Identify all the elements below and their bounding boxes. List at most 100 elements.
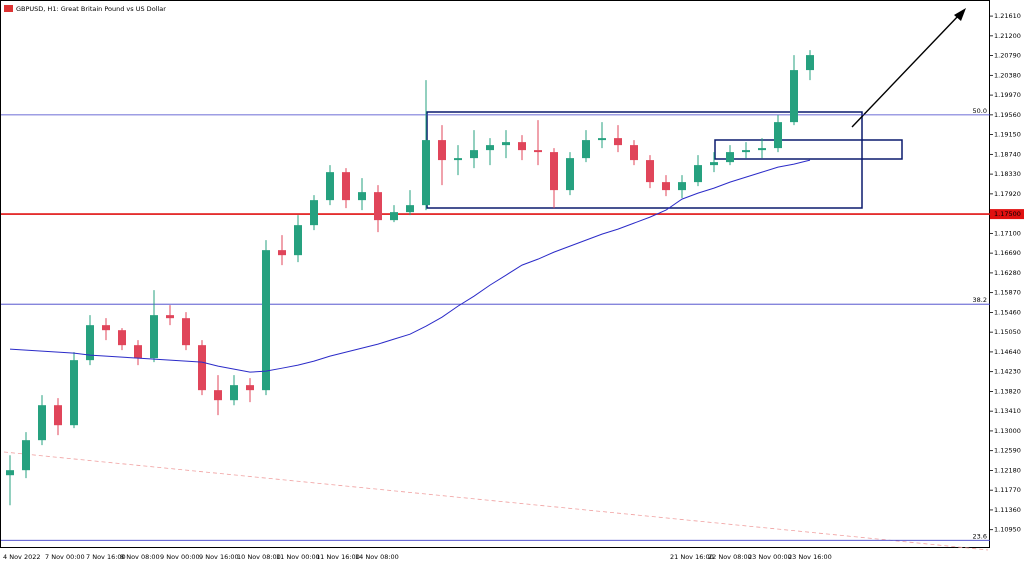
y-tick-label: 1.21610: [994, 12, 1021, 20]
breakout-box: [714, 139, 903, 160]
candle-body: [646, 160, 654, 183]
y-tick-label: 1.19970: [994, 91, 1021, 99]
chart-title: GBPUSD, H1: Great Britain Pound vs US Do…: [16, 5, 166, 13]
y-tick-label: 1.16690: [994, 249, 1021, 257]
y-tick-label: 1.10950: [994, 526, 1021, 534]
candle-body: [678, 182, 686, 191]
y-tick-label: 1.11360: [994, 506, 1021, 514]
candle-body: [422, 140, 430, 206]
candle-body: [278, 250, 286, 256]
x-tick-label: 21 Nov 16:00: [670, 553, 714, 561]
y-tick-label: 1.13000: [994, 427, 1021, 435]
y-tick-label: 1.12590: [994, 447, 1021, 455]
candle-body: [246, 385, 254, 391]
price-label-box: [990, 209, 1024, 220]
fib-label: 23.6: [973, 532, 987, 540]
candle-body: [214, 390, 222, 401]
candle-body: [102, 325, 110, 331]
candle-body: [502, 142, 510, 146]
y-tick-label: 1.19150: [994, 131, 1021, 139]
x-tick-label: 11 Nov 00:00: [276, 553, 320, 561]
y-tick-label: 1.15460: [994, 308, 1021, 316]
candle-body: [166, 315, 174, 319]
candle-body: [614, 138, 622, 146]
candle-body: [518, 142, 526, 151]
price-label: 1.17500: [994, 210, 1021, 218]
y-tick-label: 1.20380: [994, 71, 1021, 79]
moving-average: [9, 159, 811, 373]
y-tick-label: 1.16280: [994, 269, 1021, 277]
candle-body: [454, 158, 462, 161]
x-tick-label: 9 Nov 16:00: [199, 553, 239, 561]
candle-body: [134, 345, 142, 359]
candle-body: [726, 152, 734, 163]
candle-body: [742, 150, 750, 153]
candle-body: [70, 360, 78, 426]
candle-body: [6, 470, 14, 476]
x-tick-label: 4 Nov 2022: [3, 553, 41, 561]
x-tick-label: 22 Nov 08:00: [708, 553, 752, 561]
x-tick-label: 23 Nov 16:00: [788, 553, 832, 561]
candle-body: [406, 205, 414, 213]
y-tick-label: 1.21200: [994, 32, 1021, 40]
fib-label: 38.2: [973, 296, 987, 304]
y-tick-label: 1.11770: [994, 486, 1021, 494]
candle-body: [598, 138, 606, 141]
candle-body: [758, 148, 766, 151]
candle-body: [550, 152, 558, 191]
candle-body: [534, 150, 542, 153]
candle-body: [22, 440, 30, 471]
candle-body: [694, 165, 702, 183]
candle-body: [310, 200, 318, 226]
y-tick-label: 1.17920: [994, 190, 1021, 198]
symbol-icon: [4, 5, 13, 12]
candle-body: [358, 192, 366, 201]
x-tick-label: 10 Nov 08:00: [237, 553, 281, 561]
x-tick-label: 8 Nov 08:00: [120, 553, 160, 561]
candle-body: [198, 345, 206, 391]
y-tick-label: 1.18330: [994, 170, 1021, 178]
candle-body: [774, 122, 782, 149]
candle-body: [582, 140, 590, 159]
candle-body: [150, 315, 158, 359]
y-tick-label: 1.19560: [994, 111, 1021, 119]
candle-body: [294, 225, 302, 256]
candle-body: [486, 145, 494, 151]
candle-body: [806, 55, 814, 71]
y-tick-label: 1.13820: [994, 387, 1021, 395]
candle-body: [54, 405, 62, 426]
y-tick-label: 1.20790: [994, 52, 1021, 60]
candle-body: [662, 182, 670, 191]
candle-body: [38, 405, 46, 441]
candle-body: [262, 250, 270, 391]
plot-frame: [0, 0, 990, 548]
x-tick-label: 9 Nov 00:00: [160, 553, 200, 561]
candle-body: [438, 140, 446, 161]
candle-body: [326, 172, 334, 201]
x-tick-label: 7 Nov 00:00: [45, 553, 85, 561]
y-tick-label: 1.17100: [994, 229, 1021, 237]
y-tick-label: 1.12180: [994, 466, 1021, 474]
x-tick-label: 11 Nov 16:00: [316, 553, 360, 561]
candle-body: [182, 318, 190, 346]
y-tick-label: 1.15050: [994, 328, 1021, 336]
candle-body: [566, 158, 574, 191]
y-tick-label: 1.14230: [994, 368, 1021, 376]
trend-line: [3, 451, 989, 551]
candle-body: [86, 325, 94, 361]
arrow-line: [851, 13, 961, 128]
candle-body: [390, 212, 398, 221]
candle-body: [342, 172, 350, 201]
x-tick-label: 23 Nov 00:00: [748, 553, 792, 561]
fib-label: 50.0: [973, 107, 987, 115]
x-tick-label: 14 Nov 08:00: [355, 553, 399, 561]
y-tick-label: 1.13410: [994, 407, 1021, 415]
arrow-head: [954, 8, 966, 21]
x-tick-label: 7 Nov 16:00: [86, 553, 126, 561]
y-tick-label: 1.15870: [994, 289, 1021, 297]
candle-body: [374, 192, 382, 221]
candle-body: [470, 150, 478, 159]
candle-body: [790, 70, 798, 123]
y-tick-label: 1.14640: [994, 348, 1021, 356]
